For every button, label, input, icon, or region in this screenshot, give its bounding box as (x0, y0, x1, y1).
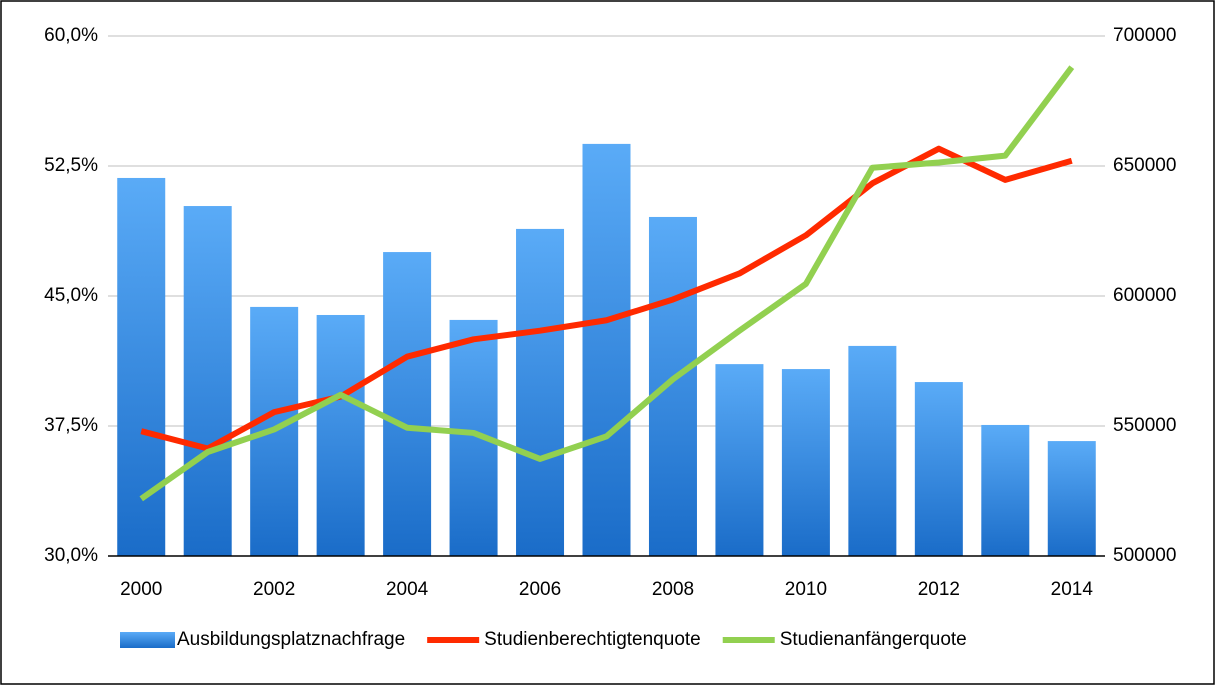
line (139, 65, 1075, 502)
bar (316, 314, 365, 556)
y-tick-label: 37,5% (44, 415, 98, 436)
x-tick-label: 2008 (652, 579, 694, 600)
y-tick-label: 30,0% (44, 545, 98, 566)
x-tick-label: 2000 (120, 579, 162, 600)
bar (183, 206, 232, 557)
x-tick-label: 2014 (1051, 579, 1094, 600)
x-tick-label: 2002 (253, 579, 295, 600)
bar (981, 424, 1030, 556)
y2-tick-label: 600000 (1113, 285, 1176, 306)
y-tick-label: 52,5% (44, 155, 98, 176)
y2-tick-label: 500000 (1113, 545, 1176, 566)
bar (648, 216, 697, 556)
y2-tick-label: 550000 (1113, 415, 1176, 436)
legend-label: Studienberechtigtenquote (484, 629, 701, 650)
bar (914, 382, 963, 556)
bar (781, 369, 830, 556)
bar (1047, 441, 1096, 556)
x-tick-label: 2004 (386, 579, 429, 600)
bar (848, 345, 897, 556)
legend-label: Studienanfängerquote (780, 629, 967, 650)
x-tick-label: 2006 (519, 579, 561, 600)
x-tick-label: 2012 (918, 579, 960, 600)
legend-swatch (120, 632, 175, 648)
bar (516, 228, 565, 557)
legend-label: Ausbildungsplatznachfrage (177, 629, 405, 650)
bar (715, 364, 764, 556)
y2-tick-label: 650000 (1113, 155, 1176, 176)
y-tick-label: 45,0% (44, 285, 98, 306)
bar (582, 143, 631, 556)
x-tick-label: 2010 (785, 579, 827, 600)
y-tick-label: 60,0% (44, 25, 98, 46)
bar (117, 177, 166, 556)
line (140, 145, 1073, 452)
y2-tick-label: 700000 (1113, 25, 1176, 46)
bar (383, 252, 432, 556)
